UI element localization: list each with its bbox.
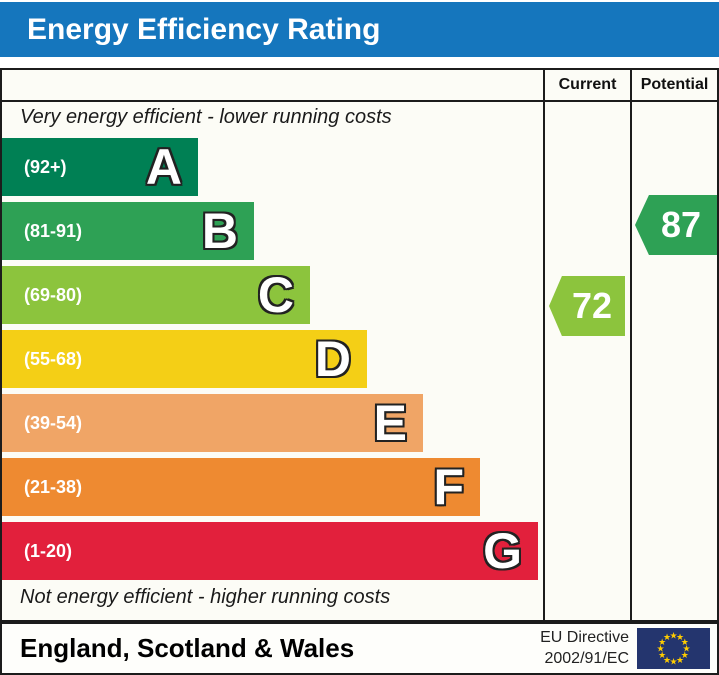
top-note: Very energy efficient - lower running co… [20,106,392,128]
band-range-label: (81-91) [24,220,83,241]
band-letter: A [145,139,182,195]
column-header-potential: Potential [640,76,709,93]
band-letter: G [483,523,522,579]
band-b: (81-91) B [2,202,254,260]
band-range-label: (69-80) [24,284,83,305]
rating-table: Current Potential Very energy efficient … [0,68,719,622]
column-divider [630,70,632,620]
svg-text:★: ★ [669,657,677,667]
band-f: (21-38) F [2,458,480,516]
band-range-label: (1-20) [24,540,73,561]
band-range-label: (55-68) [24,348,83,369]
band-letter: F [433,459,464,515]
svg-text:★: ★ [663,632,671,642]
potential-rating-value: 87 [660,204,702,245]
band-range-label: (21-38) [24,476,83,497]
band-e: (39-54) E [2,394,423,452]
current-rating-arrow: 72 [549,276,625,336]
band-g: (1-20) G [2,522,538,580]
svg-text:★: ★ [676,655,684,665]
region-label: England, Scotland & Wales [20,633,355,663]
footer-bar: England, Scotland & Wales EU Directive 2… [0,622,719,675]
band-letter: D [314,331,351,387]
svg-text:★: ★ [658,637,666,647]
svg-text:★: ★ [676,632,684,642]
eu-directive-line2: 2002/91/EC [544,650,629,667]
band-c: (69-80) C [2,266,310,324]
svg-text:★: ★ [681,637,689,647]
band-a: (92+) A [2,138,198,196]
column-divider [543,70,545,620]
page-title: Energy Efficiency Rating [27,13,381,46]
current-rating-value: 72 [571,285,613,326]
svg-text:★: ★ [656,644,664,654]
eu-directive-label: EU Directive 2002/91/EC [540,627,629,669]
band-range-label: (92+) [24,156,67,177]
bottom-note: Not energy efficient - higher running co… [20,586,391,608]
svg-text:★: ★ [663,655,671,665]
band-letter: B [201,203,238,259]
svg-text:★: ★ [669,631,677,641]
potential-rating-arrow: 87 [635,195,717,255]
svg-text:★: ★ [658,650,666,660]
title-bar: Energy Efficiency Rating [0,2,719,57]
header-divider [2,100,717,102]
svg-text:★: ★ [682,644,690,654]
band-d: (55-68) D [2,330,367,388]
band-range-label: (39-54) [24,412,83,433]
band-letter: C [257,267,294,323]
eu-directive-line1: EU Directive [540,629,629,646]
eu-flag-icon: ★★★★★★★★★★★★ [637,628,710,669]
svg-text:★: ★ [681,650,689,660]
column-header-current: Current [558,76,617,93]
band-letter: E [373,395,407,451]
